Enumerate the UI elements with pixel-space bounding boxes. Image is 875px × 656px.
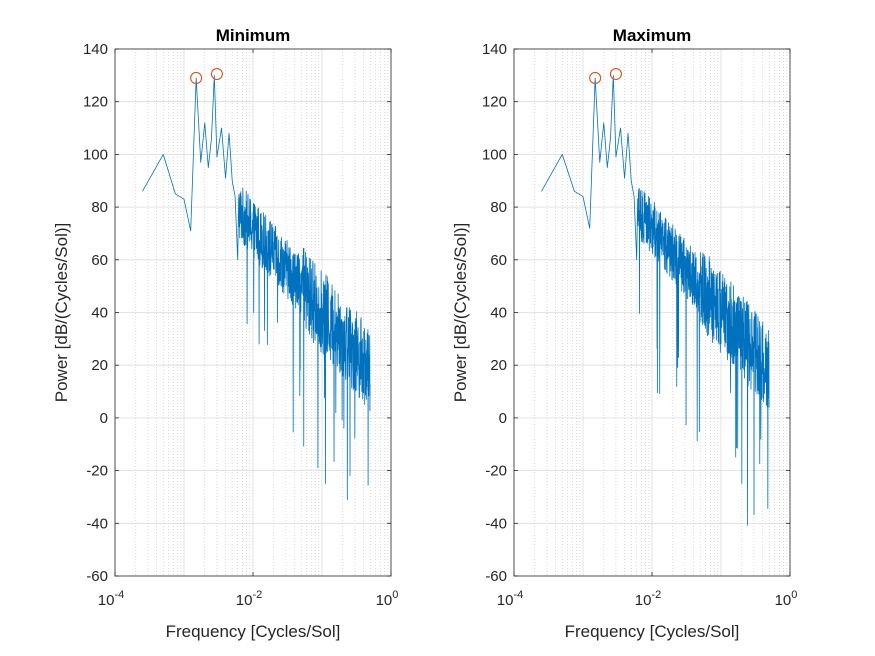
x-tick-label: 100 [376, 589, 399, 609]
y-tick-label: 60 [490, 252, 507, 269]
y-axis-label: Power [dB/(Cycles/Sol)] [451, 223, 470, 403]
peak-marker [589, 71, 602, 85]
y-tick-label: -20 [86, 463, 108, 480]
x-tick-base: 10 [376, 592, 393, 609]
y-tick-label: 120 [482, 94, 507, 111]
x-tick-exponent: -2 [252, 589, 262, 601]
y-tick-label: -60 [485, 568, 507, 585]
peak-marker [609, 67, 622, 81]
y-tick-label: 0 [499, 410, 507, 427]
y-tick-label: -60 [86, 568, 108, 585]
y-tick-label: 80 [490, 199, 507, 216]
y-tick-label: 140 [482, 41, 507, 58]
x-tick-base: 10 [775, 592, 792, 609]
x-tick-exponent: -4 [513, 589, 523, 601]
x-tick-label: 10-4 [497, 589, 523, 609]
y-tick-label: 140 [83, 41, 108, 58]
x-tick-base: 10 [635, 592, 652, 609]
x-tick-label: 10-2 [236, 589, 262, 609]
y-tick-label: 80 [91, 199, 108, 216]
y-tick-label: 20 [490, 357, 507, 374]
y-tick-label: 0 [100, 410, 108, 427]
chart-title: Maximum [613, 26, 691, 45]
x-tick-label: 100 [775, 589, 798, 609]
x-tick-base: 10 [98, 592, 115, 609]
series-line [142, 74, 371, 501]
chart-title: Minimum [216, 26, 291, 45]
x-tick-label: 10-4 [98, 589, 124, 609]
x-tick-exponent: -4 [114, 589, 124, 601]
x-tick-base: 10 [497, 592, 514, 609]
y-tick-label: 60 [91, 252, 108, 269]
y-tick-label: 100 [482, 146, 507, 163]
y-axis-label: Power [dB/(Cycles/Sol)] [52, 223, 71, 403]
x-tick-exponent: 0 [392, 589, 398, 601]
x-tick-label: 10-2 [635, 589, 661, 609]
y-tick-label: -20 [485, 463, 507, 480]
series-line [541, 74, 770, 526]
x-tick-base: 10 [236, 592, 253, 609]
x-tick-exponent: -2 [651, 589, 661, 601]
peak-marker [210, 67, 223, 81]
y-tick-label: 20 [91, 357, 108, 374]
y-tick-label: 40 [490, 305, 507, 322]
y-tick-label: 120 [83, 94, 108, 111]
y-tick-label: 100 [83, 146, 108, 163]
x-axis-label: Frequency [Cycles/Sol] [166, 622, 341, 641]
y-tick-label: 40 [91, 305, 108, 322]
y-tick-label: -40 [86, 515, 108, 532]
y-tick-label: -40 [485, 515, 507, 532]
x-tick-exponent: 0 [791, 589, 797, 601]
x-axis-label: Frequency [Cycles/Sol] [565, 622, 740, 641]
peak-marker [190, 71, 203, 85]
